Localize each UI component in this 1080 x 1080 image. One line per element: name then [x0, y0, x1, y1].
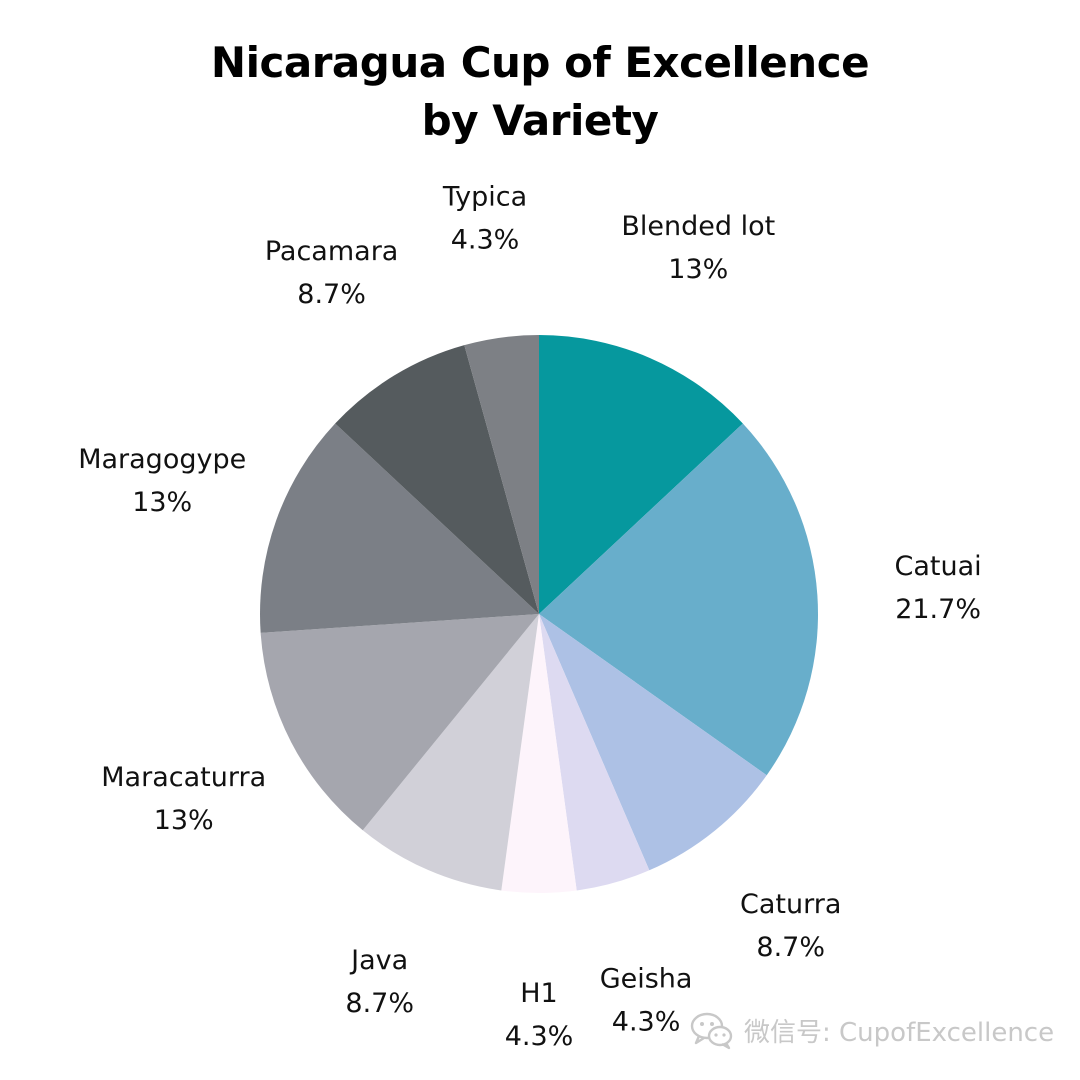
- slice-label-name: Java: [349, 945, 408, 976]
- slice-label-name: Pacamara: [265, 236, 399, 267]
- slice-label-name: H1: [520, 978, 557, 1009]
- chart-title-line-2: by Variety: [421, 96, 659, 145]
- slice-label-value: 4.3%: [451, 225, 520, 256]
- slice-label-name: Geisha: [600, 963, 693, 994]
- wechat-icon: [690, 1012, 733, 1050]
- slice-label-value: 8.7%: [756, 932, 825, 963]
- pie-slice-caturra: [539, 614, 767, 871]
- slice-label-value: 21.7%: [895, 594, 981, 625]
- pie-label-maracaturra: Maracaturra 13%: [101, 762, 266, 836]
- pie-label-h1: H1 4.3%: [505, 978, 574, 1052]
- pie-slice-typica: [464, 335, 539, 614]
- pie-label-maragogype: Maragogype 13%: [78, 444, 246, 518]
- watermark-text: 微信号: CupofExcellence: [744, 1017, 1055, 1048]
- slice-label-name: Catuai: [895, 551, 982, 582]
- pie-label-catuai: Catuai 21.7%: [895, 551, 982, 625]
- slice-label-name: Caturra: [740, 889, 841, 920]
- pie-label-caturra: Caturra 8.7%: [740, 889, 841, 963]
- pie-slice-pacamara: [335, 345, 539, 614]
- pie-label-typica: Typica 4.3%: [442, 182, 527, 256]
- slice-label-name: Maragogype: [78, 444, 246, 475]
- pie-label-geisha: Geisha 4.3%: [600, 963, 693, 1037]
- pie-slice-java: [362, 614, 539, 891]
- pie-slice-blended-lot: [539, 335, 743, 614]
- chart-title-line-1: Nicaragua Cup of Excellence: [210, 38, 870, 87]
- pie-slice-maragogype: [259, 423, 539, 633]
- slice-label-name: Maracaturra: [101, 762, 266, 793]
- pie-label-pacamara: Pacamara 8.7%: [265, 236, 399, 310]
- pie-labels: Blended lot 13% Catuai 21.7% Caturra 8.7% Geis…: [78, 182, 981, 1052]
- pie-label-blended-lot: Blended lot 13%: [621, 211, 775, 285]
- slice-label-name: Typica: [442, 182, 527, 213]
- slice-label-value: 4.3%: [505, 1021, 574, 1052]
- slice-label-value: 8.7%: [345, 988, 414, 1019]
- pie-slice-h1: [501, 614, 577, 893]
- pie-label-java: Java 8.7%: [345, 945, 414, 1019]
- slice-label-value: 13%: [154, 805, 214, 836]
- pie-slice-geisha: [539, 614, 650, 891]
- slice-label-name: Blended lot: [621, 211, 775, 242]
- slice-label-value: 13%: [132, 487, 192, 518]
- slice-label-value: 13%: [668, 254, 728, 285]
- pie-slices: [259, 335, 818, 893]
- watermark: 微信号: CupofExcellence: [690, 1008, 1054, 1052]
- chart-title: Nicaragua Cup of Excellence by Variety: [0, 34, 1080, 150]
- pie-slice-catuai: [539, 423, 818, 776]
- slice-label-value: 4.3%: [612, 1006, 681, 1037]
- pie-slice-maracaturra: [260, 614, 539, 831]
- slice-label-value: 8.7%: [297, 279, 366, 310]
